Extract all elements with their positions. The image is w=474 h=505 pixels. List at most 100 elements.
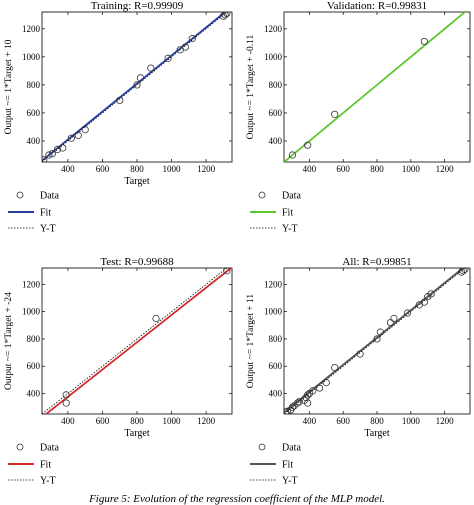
- legend-yt-label: Y-T: [40, 224, 56, 235]
- data-point: [403, 309, 412, 317]
- data-point: [315, 384, 324, 392]
- y-tick-label: 600: [269, 361, 283, 371]
- plot-content: [284, 12, 467, 162]
- data-point: [356, 350, 364, 358]
- legend-data-label: Data: [282, 191, 301, 202]
- plot-area: [283, 267, 471, 415]
- legend-fit-label: Fit: [40, 460, 51, 471]
- data-point: [288, 151, 297, 159]
- panel-title: Validation: R=0.99831: [327, 0, 427, 12]
- y-tick-label: 1200: [22, 279, 41, 289]
- regression-panel-1: Training: R=0.99909 400 600 800 1000 1200 400 6…: [4, 0, 233, 235]
- x-axis-label: Target: [124, 176, 149, 187]
- y-tick-label: 600: [27, 361, 41, 371]
- legend-fit-label: Fit: [40, 208, 51, 219]
- y-tick-label: 400: [27, 136, 41, 146]
- legend-data-marker: [258, 443, 266, 451]
- y-tick-label: 600: [269, 108, 283, 118]
- legend: Data Fit Y-T: [250, 191, 301, 235]
- data-point: [164, 54, 172, 62]
- legend-data-marker: [258, 191, 266, 199]
- fit-line: [284, 268, 465, 414]
- legend-fit-label: Fit: [282, 208, 293, 219]
- data-point: [67, 134, 75, 142]
- y-tick-label: 1200: [264, 24, 283, 34]
- legend: Data Fit Y-T: [250, 443, 301, 487]
- x-tick-label: 800: [370, 164, 384, 174]
- data-point: [322, 379, 330, 387]
- y-equals-t-line: [284, 268, 466, 414]
- x-axis-label: Target: [124, 428, 149, 439]
- panel-title: Test: R=0.99688: [100, 256, 174, 268]
- data-point: [390, 314, 398, 323]
- data-point: [136, 74, 145, 82]
- data-point: [221, 12, 229, 19]
- data-point: [152, 314, 160, 323]
- y-tick-label: 600: [27, 108, 41, 118]
- y-tick-label: 800: [269, 80, 283, 90]
- data-point: [81, 126, 89, 134]
- data-point: [42, 156, 48, 162]
- legend-yt-label: Y-T: [40, 476, 56, 487]
- y-tick-label: 1000: [264, 307, 283, 317]
- x-tick-label: 1000: [402, 164, 421, 174]
- x-tick-label: 1000: [163, 164, 182, 174]
- x-tick-label: 600: [336, 164, 350, 174]
- data-point: [461, 268, 469, 273]
- y-axis-label: Output ~= 1*Target + 10: [4, 39, 14, 134]
- data-point: [116, 96, 124, 104]
- legend-fit-label: Fit: [282, 460, 293, 471]
- legend-yt-label: Y-T: [282, 224, 298, 235]
- x-tick-label: 600: [336, 416, 350, 426]
- legend-data-marker: [16, 443, 24, 451]
- data-point: [373, 335, 381, 343]
- legend: Data Fit Y-T: [8, 443, 59, 487]
- data-point: [45, 151, 53, 159]
- data-point: [427, 290, 435, 298]
- y-equals-t-line: [42, 268, 228, 414]
- x-tick-label: 600: [96, 164, 110, 174]
- y-tick-label: 800: [269, 334, 283, 344]
- data-point: [188, 35, 196, 43]
- regression-panel-2: Validation: R=0.99831 400 600 800 1000 1200 40…: [246, 0, 471, 235]
- x-tick-label: 400: [303, 416, 317, 426]
- x-tick-label: 1200: [436, 164, 455, 174]
- data-point: [420, 298, 428, 306]
- plot-area: [41, 11, 233, 163]
- panel-title: All: R=0.99851: [342, 256, 411, 268]
- fit-line: [44, 268, 232, 414]
- x-tick-label: 1000: [402, 416, 421, 426]
- data-point: [331, 364, 339, 372]
- x-tick-label: 400: [303, 164, 317, 174]
- panel-title: Training: R=0.99909: [91, 0, 184, 12]
- legend: Data Fit Y-T: [8, 191, 59, 235]
- data-point: [304, 391, 312, 399]
- y-tick-label: 800: [27, 334, 41, 344]
- y-tick-label: 1000: [22, 52, 41, 62]
- data-point: [420, 37, 428, 46]
- data-point: [147, 64, 155, 72]
- x-tick-label: 1200: [197, 164, 216, 174]
- data-point: [133, 81, 141, 89]
- y-axis-label: Output ~= 1*Target + -0.11: [246, 34, 256, 139]
- legend-data-label: Data: [40, 191, 59, 202]
- data-point: [223, 268, 231, 275]
- plot-content: [42, 268, 232, 414]
- x-tick-label: 800: [370, 416, 384, 426]
- x-tick-label: 1000: [163, 416, 182, 426]
- data-point: [293, 399, 302, 407]
- data-point: [62, 399, 70, 407]
- fit-line: [42, 12, 227, 162]
- data-point: [48, 149, 56, 158]
- data-point: [304, 141, 312, 149]
- data-point: [331, 110, 339, 118]
- data-point: [74, 131, 82, 139]
- y-tick-label: 1000: [264, 52, 283, 62]
- data-point: [62, 391, 70, 399]
- y-tick-label: 1000: [22, 307, 41, 317]
- data-point: [288, 403, 297, 411]
- data-point: [284, 407, 291, 414]
- y-tick-label: 400: [269, 136, 283, 146]
- plot-content: [284, 268, 469, 414]
- x-tick-label: 1200: [197, 416, 216, 426]
